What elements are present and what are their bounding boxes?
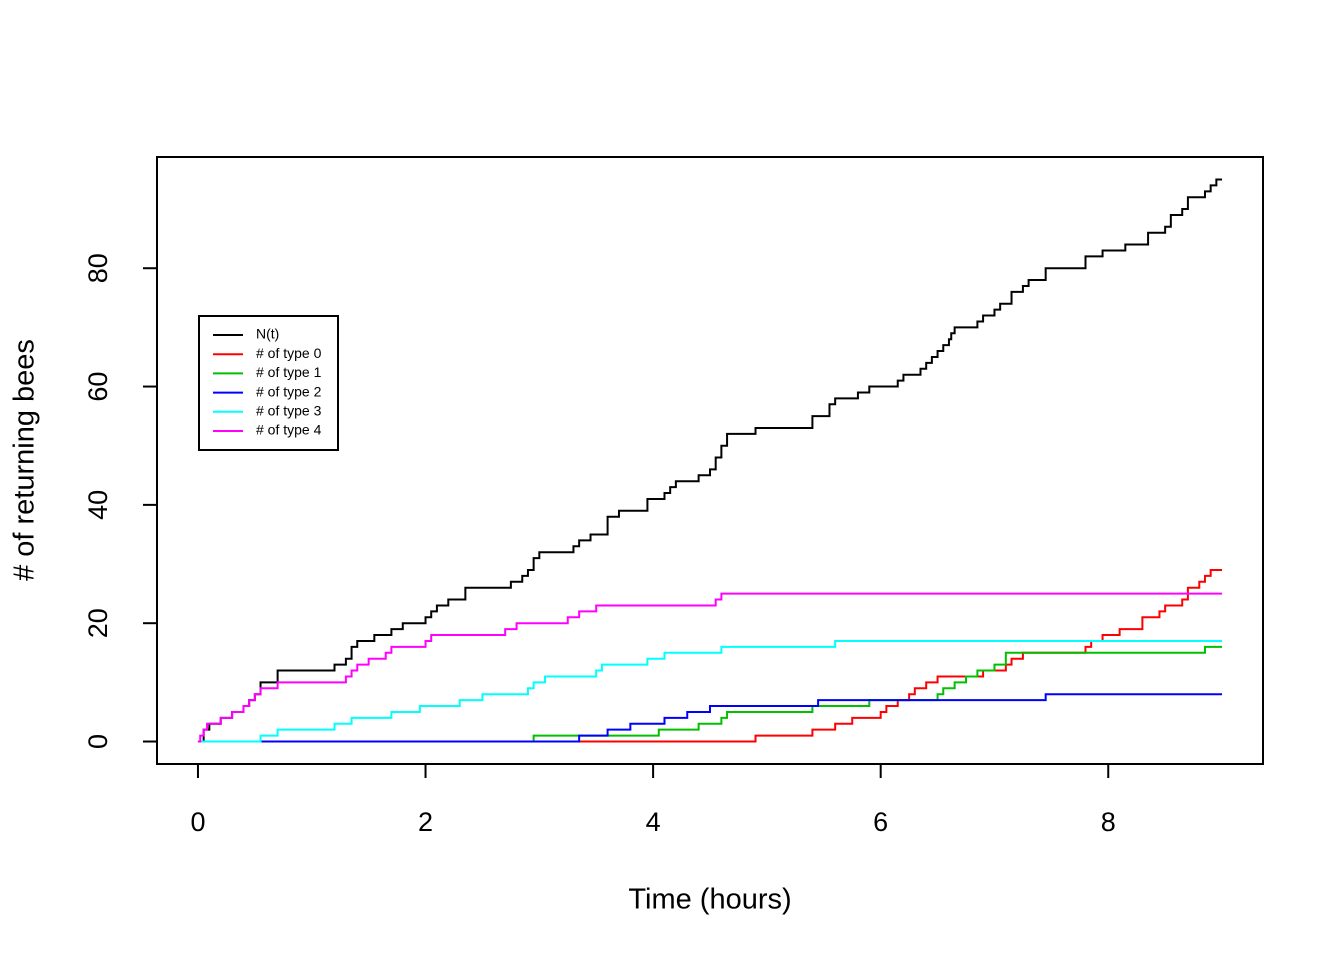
series-line [197, 693, 1223, 743]
series-line [197, 178, 1223, 743]
legend-label: # of type 1 [256, 364, 322, 380]
x-tick-label: 2 [418, 807, 433, 837]
y-tick-label: 40 [83, 490, 113, 520]
x-tick-label: 0 [190, 807, 205, 837]
legend-box [198, 315, 339, 451]
x-tick-label: 4 [646, 807, 661, 837]
y-tick-label: 0 [83, 734, 113, 749]
series-line [197, 645, 1223, 743]
legend-label: # of type 3 [256, 403, 322, 419]
y-tick-label: 60 [83, 372, 113, 402]
legend-label: N(t) [256, 326, 279, 342]
series-line [197, 592, 1223, 743]
y-tick-label: 80 [83, 253, 113, 283]
y-tick-label: 20 [83, 608, 113, 638]
plot-frame [156, 156, 1264, 765]
legend-label: # of type 2 [256, 383, 322, 399]
x-tick-label: 8 [1101, 807, 1116, 837]
x-axis-label: Time (hours) [628, 884, 791, 916]
series-line [197, 568, 1223, 743]
y-axis-label: # of returning bees [9, 339, 41, 581]
series-line [197, 639, 1223, 743]
x-tick-label: 6 [873, 807, 888, 837]
legend-label: # of type 0 [256, 345, 322, 361]
legend-label: # of type 4 [256, 422, 322, 438]
